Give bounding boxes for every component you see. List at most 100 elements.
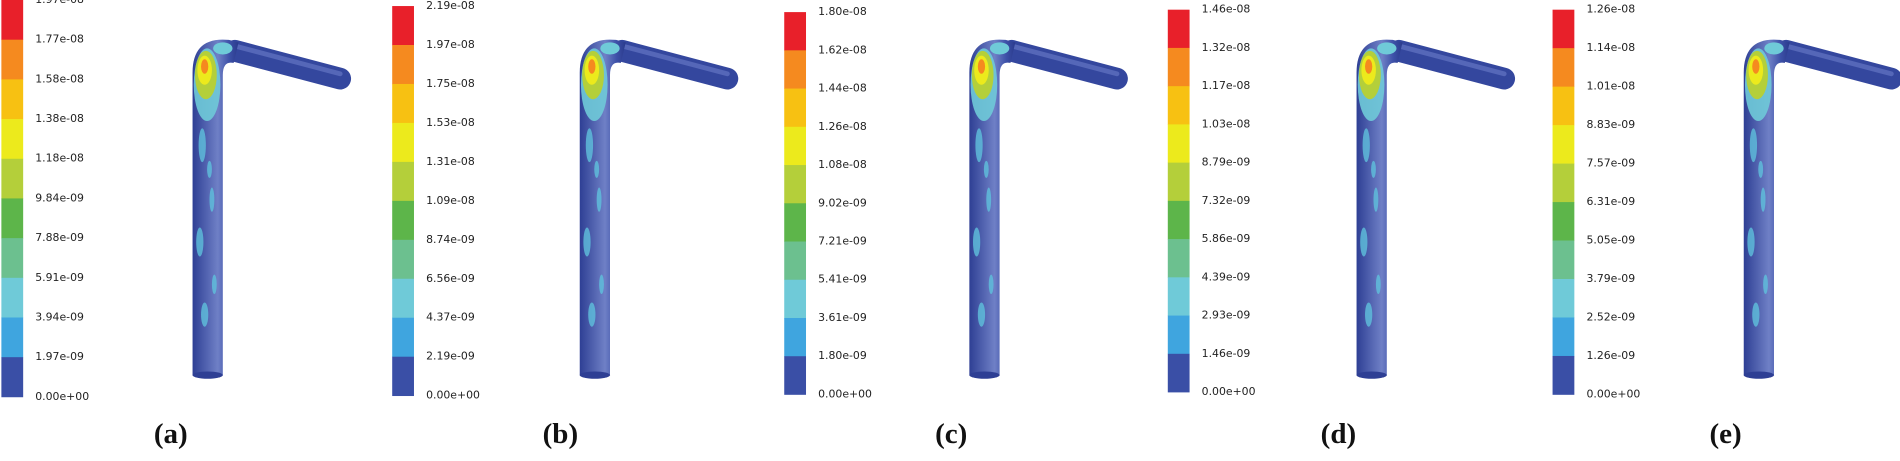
legend-label: 5.91e-09	[35, 271, 84, 284]
legend-swatch	[392, 83, 414, 124]
legend-swatch	[1552, 86, 1575, 126]
panel: 1.80e-08 1.62e-08 1.44e-08 1.26e-08 1.08e-08…	[784, 5, 1128, 450]
legend-label: 1.97e-09	[35, 350, 84, 363]
streak	[1752, 302, 1760, 327]
legend-label: 2.19e-09	[426, 350, 475, 363]
streak	[588, 302, 596, 327]
pipe-arm-highlight	[1783, 43, 1894, 77]
pipe-end	[579, 371, 610, 379]
pipe	[1356, 39, 1516, 379]
legend-label: 1.26e-09	[1586, 349, 1635, 362]
streak	[196, 227, 204, 257]
legend-label: 1.09e-08	[426, 194, 475, 207]
pipe-end	[969, 371, 1000, 379]
pipe	[579, 39, 739, 379]
pipe-body	[192, 39, 239, 376]
legend-swatch	[784, 88, 807, 128]
streak	[1365, 302, 1373, 327]
legend-label: 3.79e-09	[1586, 272, 1635, 285]
hotspot	[1752, 59, 1760, 74]
legend-swatch	[1, 357, 24, 398]
legend-swatch	[784, 241, 807, 281]
streak	[1760, 187, 1766, 212]
legend-label: 1.26e-08	[818, 120, 867, 133]
legend-swatch	[784, 279, 807, 319]
legend-label: 7.32e-09	[1202, 194, 1251, 207]
panel-label: (d)	[1321, 418, 1356, 450]
streak	[1763, 274, 1768, 295]
legend-label: 1.46e-08	[1202, 3, 1251, 16]
legend-swatch	[1167, 353, 1190, 393]
legend-label: 1.32e-08	[1202, 41, 1251, 54]
pipe-arm	[1000, 39, 1128, 90]
legend-swatch	[392, 278, 414, 319]
hotspot	[213, 42, 233, 55]
legend-label: 1.17e-08	[1202, 79, 1251, 92]
pipe-arm-highlight	[1009, 43, 1120, 77]
hotspot	[989, 42, 1010, 55]
legend-label: 1.14e-08	[1586, 41, 1635, 54]
panel: 1.46e-08 1.32e-08 1.17e-08 1.03e-08 8.79e-09…	[1167, 3, 1516, 450]
pipe-arm-highlight	[1396, 43, 1507, 77]
streak	[1375, 274, 1381, 295]
legend-swatch	[1, 119, 24, 160]
panel-label: (e)	[1709, 418, 1741, 450]
pipe-arm	[1388, 39, 1516, 90]
streak	[1747, 227, 1755, 257]
legend-label: 1.62e-08	[818, 43, 867, 56]
legend-label: 1.75e-08	[426, 77, 475, 90]
legend-label: 8.83e-09	[1586, 118, 1635, 131]
streak	[988, 274, 994, 295]
legend-label: 4.39e-09	[1202, 270, 1251, 283]
panel-label: (c)	[935, 418, 967, 450]
hotspot	[588, 59, 596, 74]
legend-label: 5.86e-09	[1202, 232, 1251, 245]
pipe	[192, 39, 352, 379]
legend-label: 1.53e-08	[426, 116, 475, 129]
legend-label: 2.93e-09	[1202, 309, 1251, 322]
legend-swatch	[784, 126, 807, 166]
legend-swatch	[784, 203, 807, 242]
legend-swatch	[1552, 9, 1575, 49]
legend-swatch	[392, 317, 414, 358]
legend-label: 9.02e-09	[818, 196, 867, 209]
legend-label: 7.88e-09	[35, 231, 84, 244]
legend-swatch	[1167, 9, 1190, 49]
hotspot	[1764, 42, 1784, 55]
legend-label: 0.00e+00	[1202, 385, 1256, 398]
legend-label: 1.03e-08	[1202, 117, 1251, 130]
streak	[972, 227, 981, 257]
legend-swatch	[1552, 317, 1575, 357]
legend-swatch	[784, 50, 807, 89]
legend-label: 1.80e-09	[818, 349, 867, 362]
streak	[583, 227, 591, 257]
legend-label: 2.52e-09	[1586, 310, 1635, 323]
legend-label: 1.08e-08	[818, 158, 867, 171]
pipe	[1743, 39, 1900, 379]
streak	[977, 302, 986, 327]
legend-label: 7.21e-09	[818, 235, 867, 248]
panel: 1.97e-08 1.77e-08 1.58e-08 1.38e-08 1.18e-08…	[1, 0, 352, 450]
legend-label: 3.94e-09	[35, 310, 84, 323]
streak	[1758, 160, 1764, 178]
legend-swatch	[1167, 200, 1190, 240]
legend-label: 6.56e-09	[426, 272, 475, 285]
legend-swatch	[1, 238, 24, 279]
streak	[596, 187, 602, 212]
pipe-arm	[1775, 39, 1900, 90]
legend-swatch	[1167, 86, 1190, 125]
streak	[1749, 128, 1758, 163]
legend-label: 5.05e-09	[1586, 234, 1635, 247]
legend-label: 8.79e-09	[1202, 156, 1251, 169]
legend-swatch	[1552, 202, 1575, 241]
legend-swatch	[1552, 279, 1575, 318]
legend-label: 1.38e-08	[35, 112, 84, 125]
legend-swatch	[1, 39, 24, 80]
legend-label: 0.00e+00	[818, 387, 872, 400]
legend-label: 1.44e-08	[818, 82, 867, 95]
panel-label: (b)	[543, 418, 578, 450]
legend-swatch	[1552, 48, 1575, 87]
legend-swatch	[1167, 124, 1190, 163]
legend-label: 2.19e-08	[426, 0, 475, 12]
